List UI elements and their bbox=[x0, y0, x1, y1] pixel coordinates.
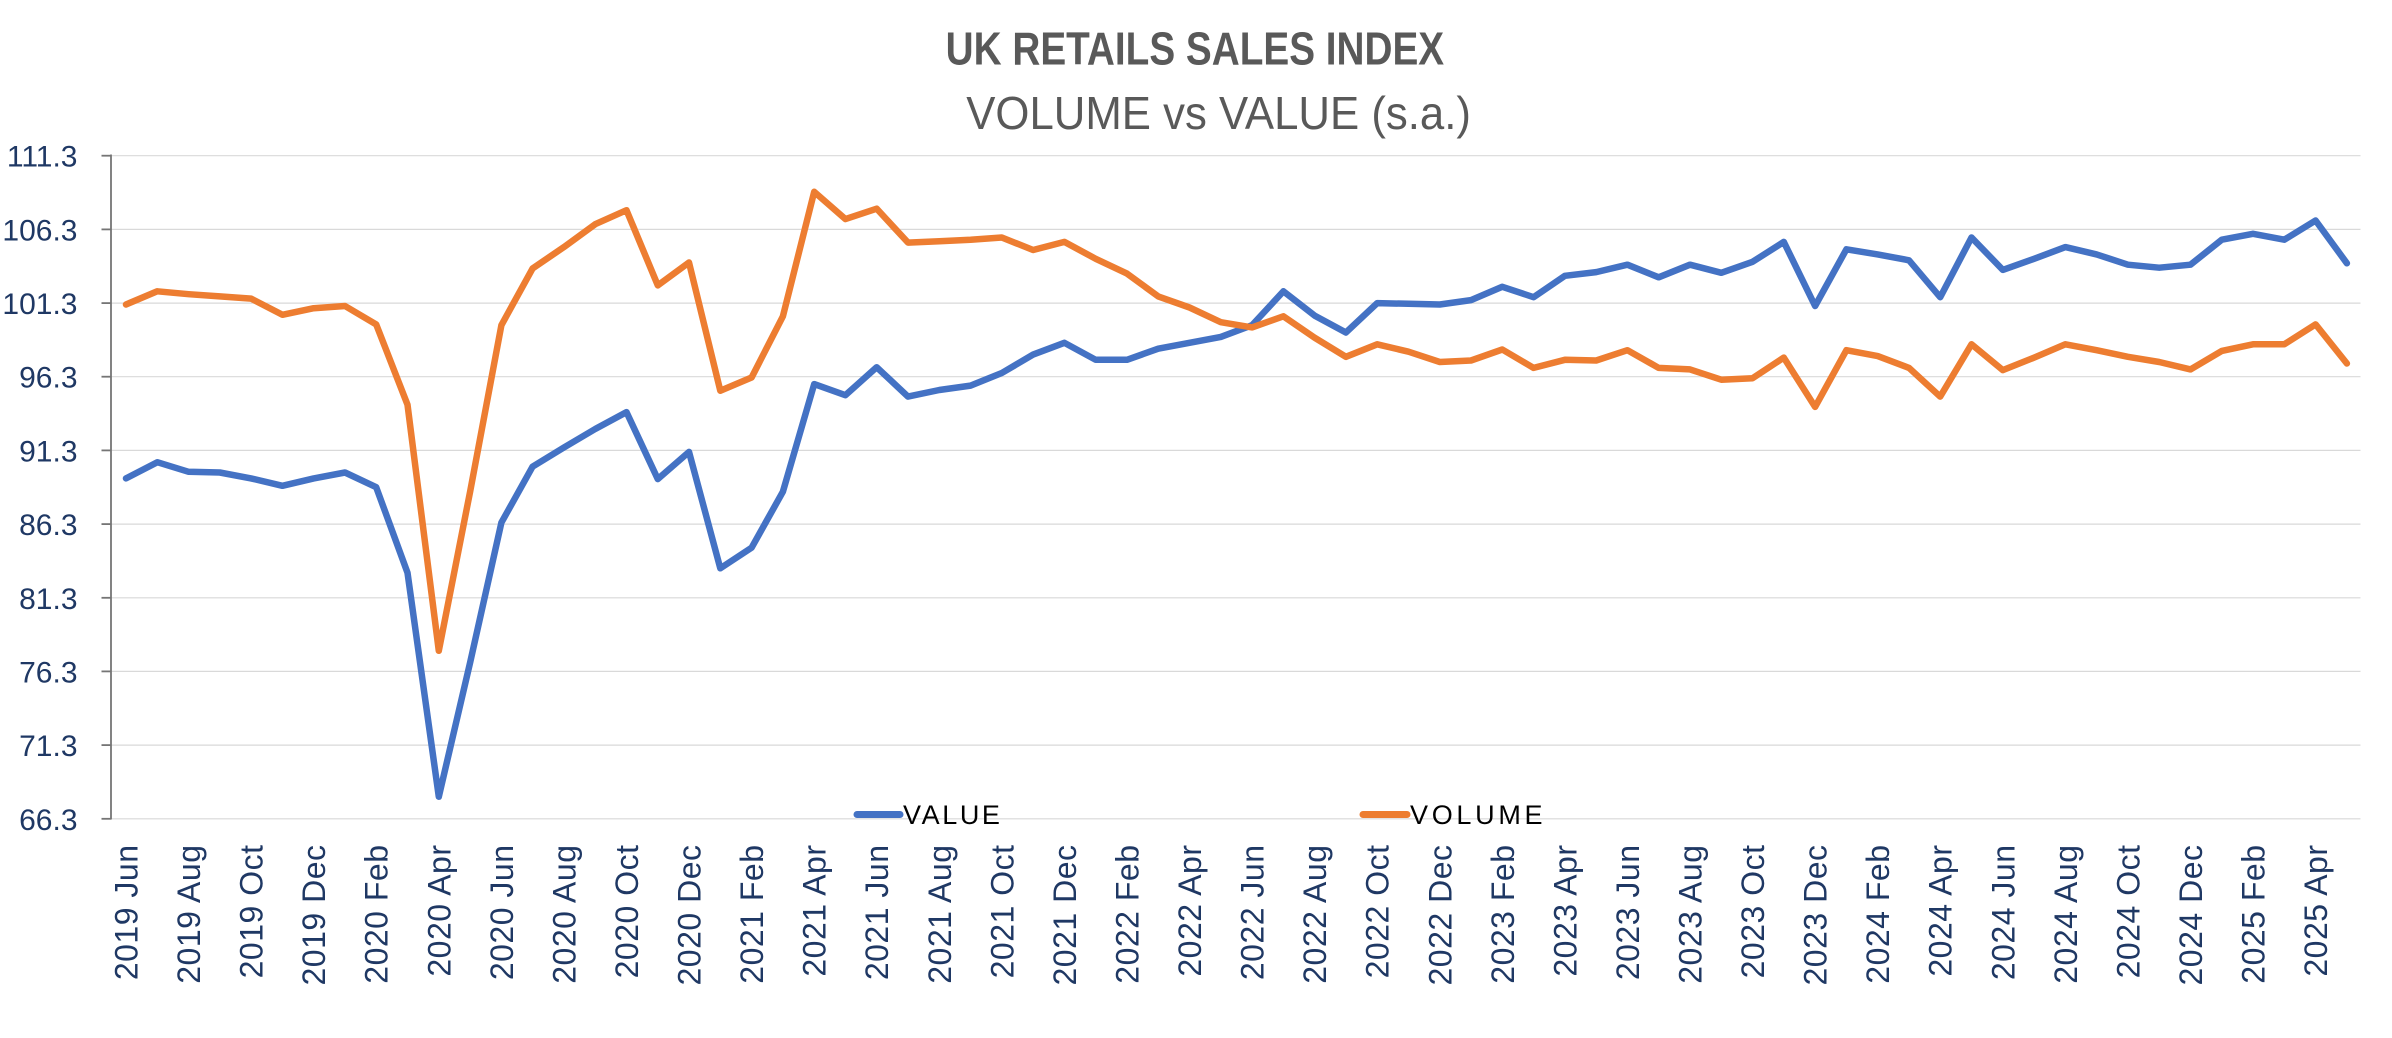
svg-text:2019 Jun: 2019 Jun bbox=[109, 845, 145, 981]
svg-text:2022 Apr: 2022 Apr bbox=[1172, 845, 1208, 977]
svg-text:2020 Oct: 2020 Oct bbox=[609, 845, 645, 979]
svg-text:2023 Jun: 2023 Jun bbox=[1610, 845, 1646, 981]
svg-text:111.3: 111.3 bbox=[7, 141, 78, 174]
svg-text:2025 Feb: 2025 Feb bbox=[2236, 845, 2272, 984]
svg-text:2022 Dec: 2022 Dec bbox=[1422, 845, 1458, 986]
svg-text:VALUE: VALUE bbox=[903, 800, 1003, 830]
svg-text:2024 Dec: 2024 Dec bbox=[2173, 845, 2209, 986]
svg-text:2022 Oct: 2022 Oct bbox=[1360, 845, 1396, 979]
svg-text:2023 Apr: 2023 Apr bbox=[1547, 845, 1583, 977]
svg-text:2021 Oct: 2021 Oct bbox=[984, 845, 1020, 979]
svg-text:2021 Jun: 2021 Jun bbox=[859, 845, 895, 981]
svg-text:2023 Oct: 2023 Oct bbox=[1735, 845, 1771, 979]
svg-text:66.3: 66.3 bbox=[19, 804, 77, 837]
svg-text:81.3: 81.3 bbox=[19, 583, 77, 616]
svg-text:71.3: 71.3 bbox=[19, 730, 77, 763]
svg-text:VOLUME: VOLUME bbox=[1410, 800, 1546, 830]
svg-text:2020 Apr: 2020 Apr bbox=[421, 845, 457, 977]
svg-text:2024 Aug: 2024 Aug bbox=[2048, 845, 2084, 984]
svg-text:2023 Feb: 2023 Feb bbox=[1485, 845, 1521, 984]
svg-text:2019 Dec: 2019 Dec bbox=[296, 845, 332, 986]
svg-text:UK RETAILS SALES INDEX: UK RETAILS SALES INDEX bbox=[946, 24, 1444, 75]
svg-text:2021 Apr: 2021 Apr bbox=[797, 845, 833, 977]
svg-text:2021 Aug: 2021 Aug bbox=[922, 845, 958, 984]
svg-text:76.3: 76.3 bbox=[19, 656, 77, 689]
svg-text:2023 Dec: 2023 Dec bbox=[1798, 845, 1834, 986]
svg-text:2021 Dec: 2021 Dec bbox=[1047, 845, 1083, 986]
svg-text:2023 Aug: 2023 Aug bbox=[1673, 845, 1709, 984]
svg-text:106.3: 106.3 bbox=[2, 214, 77, 247]
svg-text:101.3: 101.3 bbox=[2, 288, 77, 321]
svg-text:96.3: 96.3 bbox=[19, 362, 77, 395]
svg-text:2019 Aug: 2019 Aug bbox=[171, 845, 207, 984]
svg-text:2024 Oct: 2024 Oct bbox=[2110, 845, 2146, 979]
svg-text:91.3: 91.3 bbox=[19, 435, 77, 468]
svg-text:2024 Apr: 2024 Apr bbox=[1923, 845, 1959, 977]
svg-text:2024 Jun: 2024 Jun bbox=[1985, 845, 2021, 981]
svg-text:VOLUME vs VALUE (s.a.): VOLUME vs VALUE (s.a.) bbox=[966, 87, 1471, 139]
svg-text:2020 Aug: 2020 Aug bbox=[546, 845, 582, 984]
svg-text:2021 Feb: 2021 Feb bbox=[734, 845, 770, 984]
svg-text:2025 Apr: 2025 Apr bbox=[2298, 845, 2334, 977]
svg-text:2019 Oct: 2019 Oct bbox=[234, 845, 270, 979]
svg-text:2020 Feb: 2020 Feb bbox=[359, 845, 395, 984]
svg-text:2022 Feb: 2022 Feb bbox=[1110, 845, 1146, 984]
svg-text:86.3: 86.3 bbox=[19, 509, 77, 542]
svg-text:2022 Aug: 2022 Aug bbox=[1297, 845, 1333, 984]
svg-text:2024 Feb: 2024 Feb bbox=[1860, 845, 1896, 984]
svg-text:2020 Dec: 2020 Dec bbox=[672, 845, 708, 986]
svg-text:2020 Jun: 2020 Jun bbox=[484, 845, 520, 981]
svg-text:2022 Jun: 2022 Jun bbox=[1235, 845, 1271, 981]
